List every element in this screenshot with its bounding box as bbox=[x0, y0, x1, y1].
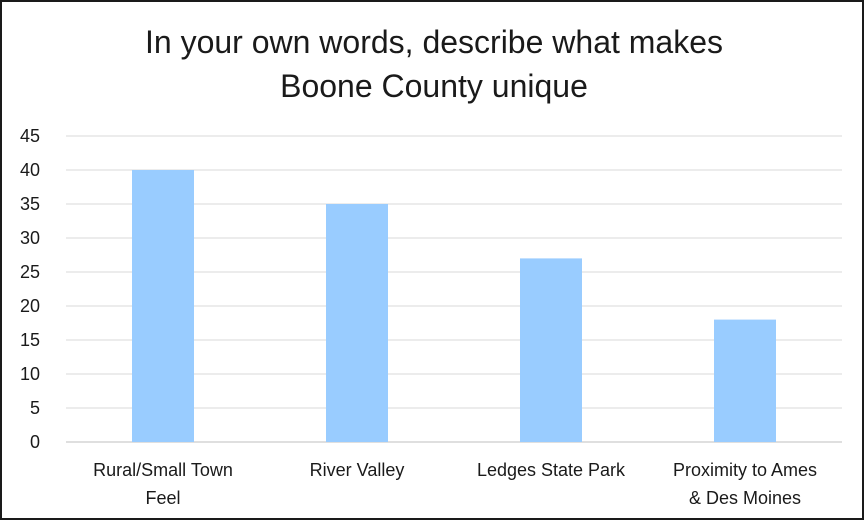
chart-title-line-2: Boone County unique bbox=[280, 68, 588, 104]
x-category-label: Rural/Small Town bbox=[93, 460, 233, 480]
y-tick-label: 40 bbox=[20, 160, 40, 180]
y-tick-label: 5 bbox=[30, 398, 40, 418]
y-tick-label: 20 bbox=[20, 296, 40, 316]
x-category-label: River Valley bbox=[310, 460, 405, 480]
bar bbox=[714, 319, 776, 442]
y-tick-label: 45 bbox=[20, 126, 40, 146]
x-category-label: & Des Moines bbox=[689, 488, 801, 508]
chart-title-line-1: In your own words, describe what makes bbox=[144, 24, 724, 60]
y-tick-label: 25 bbox=[20, 262, 40, 282]
chart-title: In your own words, describe what makes B… bbox=[2, 20, 864, 108]
x-category-label: Feel bbox=[145, 488, 180, 508]
y-tick-label: 30 bbox=[20, 228, 40, 248]
x-category-label: Proximity to Ames bbox=[673, 460, 817, 480]
x-category-label: Ledges State Park bbox=[477, 460, 626, 480]
y-tick-label: 35 bbox=[20, 194, 40, 214]
y-tick-label: 0 bbox=[30, 432, 40, 452]
y-tick-label: 10 bbox=[20, 364, 40, 384]
bar bbox=[326, 204, 388, 442]
bar bbox=[520, 258, 582, 442]
y-tick-label: 15 bbox=[20, 330, 40, 350]
bar bbox=[132, 170, 194, 442]
